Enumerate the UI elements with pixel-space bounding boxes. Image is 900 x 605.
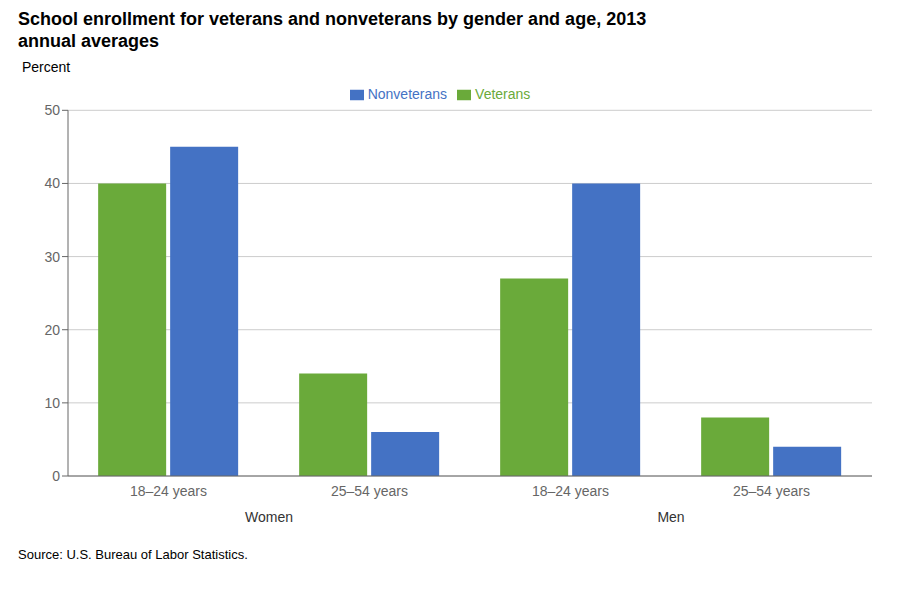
html-text:Nonveterans: Nonveterans [367,86,448,102]
svg-text:30: 30 [44,249,60,265]
svg-text:50: 50 [44,102,60,118]
svg-text:Men: Men [657,509,684,525]
svg-text:40: 40 [44,175,60,191]
html-text:Veterans: Veterans [475,86,531,102]
html-text:annual averages: annual averages [18,31,160,51]
svg-text:25–54 years: 25–54 years [733,483,810,499]
svg-text:Women: Women [245,509,293,525]
html-text:Percent: Percent [22,59,71,75]
html-text:Source: U.S. Bureau of Labor S: Source: U.S. Bureau of Labor Statistics. [18,547,248,562]
svg-text:10: 10 [44,395,60,411]
html-text:School enrollment for veterans: School enrollment for veterans and nonve… [18,9,647,29]
svg-text:18–24 years: 18–24 years [130,483,207,499]
svg-text:20: 20 [44,322,60,338]
svg-text:0: 0 [52,468,60,484]
svg-text:18–24 years: 18–24 years [532,483,609,499]
svg-text:25–54 years: 25–54 years [331,483,408,499]
